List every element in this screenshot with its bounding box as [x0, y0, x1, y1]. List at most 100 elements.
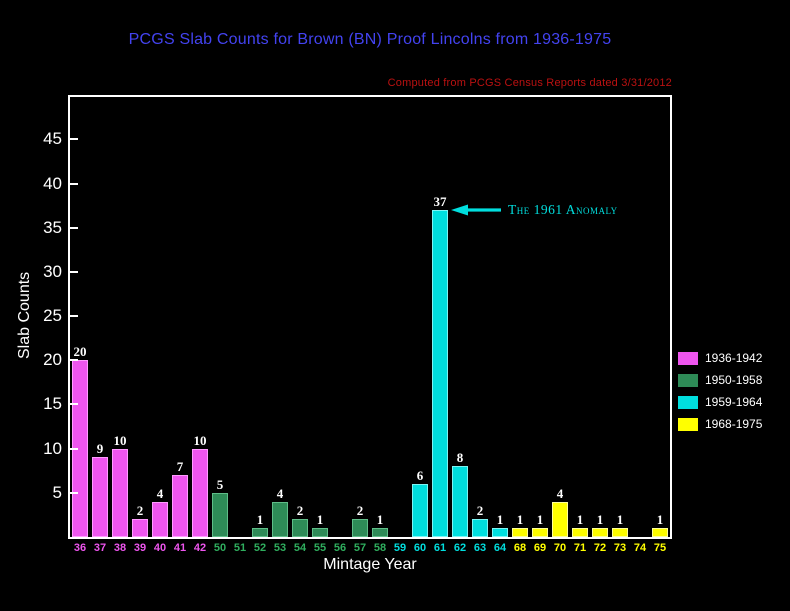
x-tick-label: 53 [273, 542, 287, 554]
x-tick-label: 51 [233, 542, 247, 554]
y-tick-label: 20 [43, 350, 62, 370]
bar-value-label: 2 [296, 503, 304, 518]
legend-label: 1950-1958 [705, 373, 763, 387]
bar-value-label: 1 [256, 512, 264, 527]
y-tick-mark [70, 491, 78, 494]
bar [352, 519, 368, 537]
bar-value-label: 2 [476, 503, 484, 518]
chart-title: PCGS Slab Counts for Brown (BN) Proof Li… [128, 31, 612, 48]
bar-slot: 8 [450, 451, 470, 537]
y-tick-mark [70, 315, 78, 318]
bar-slot: 2 [290, 504, 310, 537]
bar [372, 528, 388, 537]
bar-slot: 2 [130, 504, 150, 537]
y-tick-mark [70, 447, 78, 450]
bar [172, 475, 188, 537]
bar-slot: 10 [190, 434, 210, 537]
bar-slot: 7 [170, 460, 190, 537]
x-tick-label: 70 [553, 542, 567, 554]
x-tick-label: 41 [173, 542, 187, 554]
bar-value-label: 1 [596, 512, 604, 527]
bar [412, 484, 428, 537]
bar-slot: 1 [590, 513, 610, 537]
bar-value-label: 4 [276, 486, 284, 501]
legend-item: 1968-1975 [678, 417, 762, 431]
bar-value-label: 2 [356, 503, 364, 518]
legend-swatch [678, 373, 698, 387]
y-tick-mark [70, 270, 78, 273]
bar-slot: 2 [470, 504, 490, 537]
bar-value-label: 9 [96, 441, 104, 456]
bar-value-label: 1 [576, 512, 584, 527]
bar-slot: 1 [650, 513, 670, 537]
legend-item: 1950-1958 [678, 373, 762, 387]
bar-value-label: 1 [516, 512, 524, 527]
y-tick-label: 35 [43, 217, 62, 237]
x-tick-label: 54 [293, 542, 307, 554]
annotation: The 1961 Anomaly [451, 202, 618, 217]
annotation-label: The 1961 Anomaly [508, 202, 618, 217]
bar-slot: 1 [570, 513, 590, 537]
legend-swatch [678, 417, 698, 431]
x-tick-label: 39 [133, 542, 147, 554]
bar-slot: 1 [310, 513, 330, 537]
bar [572, 528, 588, 537]
plot-area: 20 9 10 2 4 7 10 5 1 4 2 1 2 1 6 37 8 2 1 1 1 4 1 1 1 1 5 10 15 20 25… [43, 95, 672, 554]
x-tick-label: 69 [533, 542, 547, 554]
bar [192, 449, 208, 537]
bar-slot: 4 [550, 487, 570, 537]
bar-slot: 1 [530, 513, 550, 537]
bar [312, 528, 328, 537]
legend-item: 1936-1942 [678, 351, 762, 365]
y-tick-label: 30 [43, 261, 62, 281]
bar [132, 519, 148, 537]
x-tick-label: 50 [213, 542, 227, 554]
bar [112, 449, 128, 537]
x-tick-label: 58 [373, 542, 387, 554]
bar-slot: 1 [490, 513, 510, 537]
bar-value-label: 8 [456, 450, 464, 465]
bar-value-label: 10 [193, 433, 207, 448]
y-tick-label: 45 [43, 129, 62, 149]
bar-slot: 2 [350, 504, 370, 537]
y-tick-label: 5 [52, 482, 62, 502]
annotation-arrow-icon [451, 204, 501, 216]
x-tick-label: 72 [593, 542, 607, 554]
y-tick-mark [70, 226, 78, 229]
y-tick-label: 25 [43, 306, 62, 326]
bar-value-label: 6 [416, 468, 424, 483]
bar [212, 493, 228, 537]
bar [432, 210, 448, 537]
legend: 1936-1942 1950-1958 1959-1964 1968-1975 [678, 351, 762, 431]
y-tick-mark [70, 403, 78, 406]
bar [592, 528, 608, 537]
x-axis-title: Mintage Year [323, 556, 417, 573]
x-tick-label: 36 [73, 542, 87, 554]
x-tick-label: 62 [453, 542, 467, 554]
bar-value-label: 1 [496, 512, 504, 527]
bar [92, 457, 108, 537]
bar [292, 519, 308, 537]
legend-swatch [678, 351, 698, 365]
x-tick-label: 42 [193, 542, 207, 554]
bar [252, 528, 268, 537]
bar-value-label: 1 [536, 512, 544, 527]
bar [612, 528, 628, 537]
bar [552, 502, 568, 537]
bar-slot: 1 [510, 513, 530, 537]
bars-row: 20 9 10 2 4 7 10 5 1 4 2 1 2 1 6 37 8 2 1 1 1 4 1 1 1 1 [70, 97, 670, 537]
bar-value-label: 7 [176, 459, 184, 474]
y-tick-label: 10 [43, 438, 62, 458]
y-tick-label: 40 [43, 173, 62, 193]
x-tick-label: 68 [513, 542, 527, 554]
x-tick-row: 36 37 38 39 40 41 42 50 51 52 53 54 55 56 57 58 59 60 61 62… [70, 542, 670, 554]
bar-value-label: 5 [216, 477, 224, 492]
bar-slot: 1 [250, 513, 270, 537]
bar-value-label: 10 [113, 433, 127, 448]
bar-value-label: 1 [616, 512, 624, 527]
bar-slot: 37 [430, 195, 450, 537]
bar-slot: 1 [370, 513, 390, 537]
bar [452, 466, 468, 537]
bar-value-label: 37 [433, 194, 447, 209]
bar-slot: 10 [110, 434, 130, 537]
